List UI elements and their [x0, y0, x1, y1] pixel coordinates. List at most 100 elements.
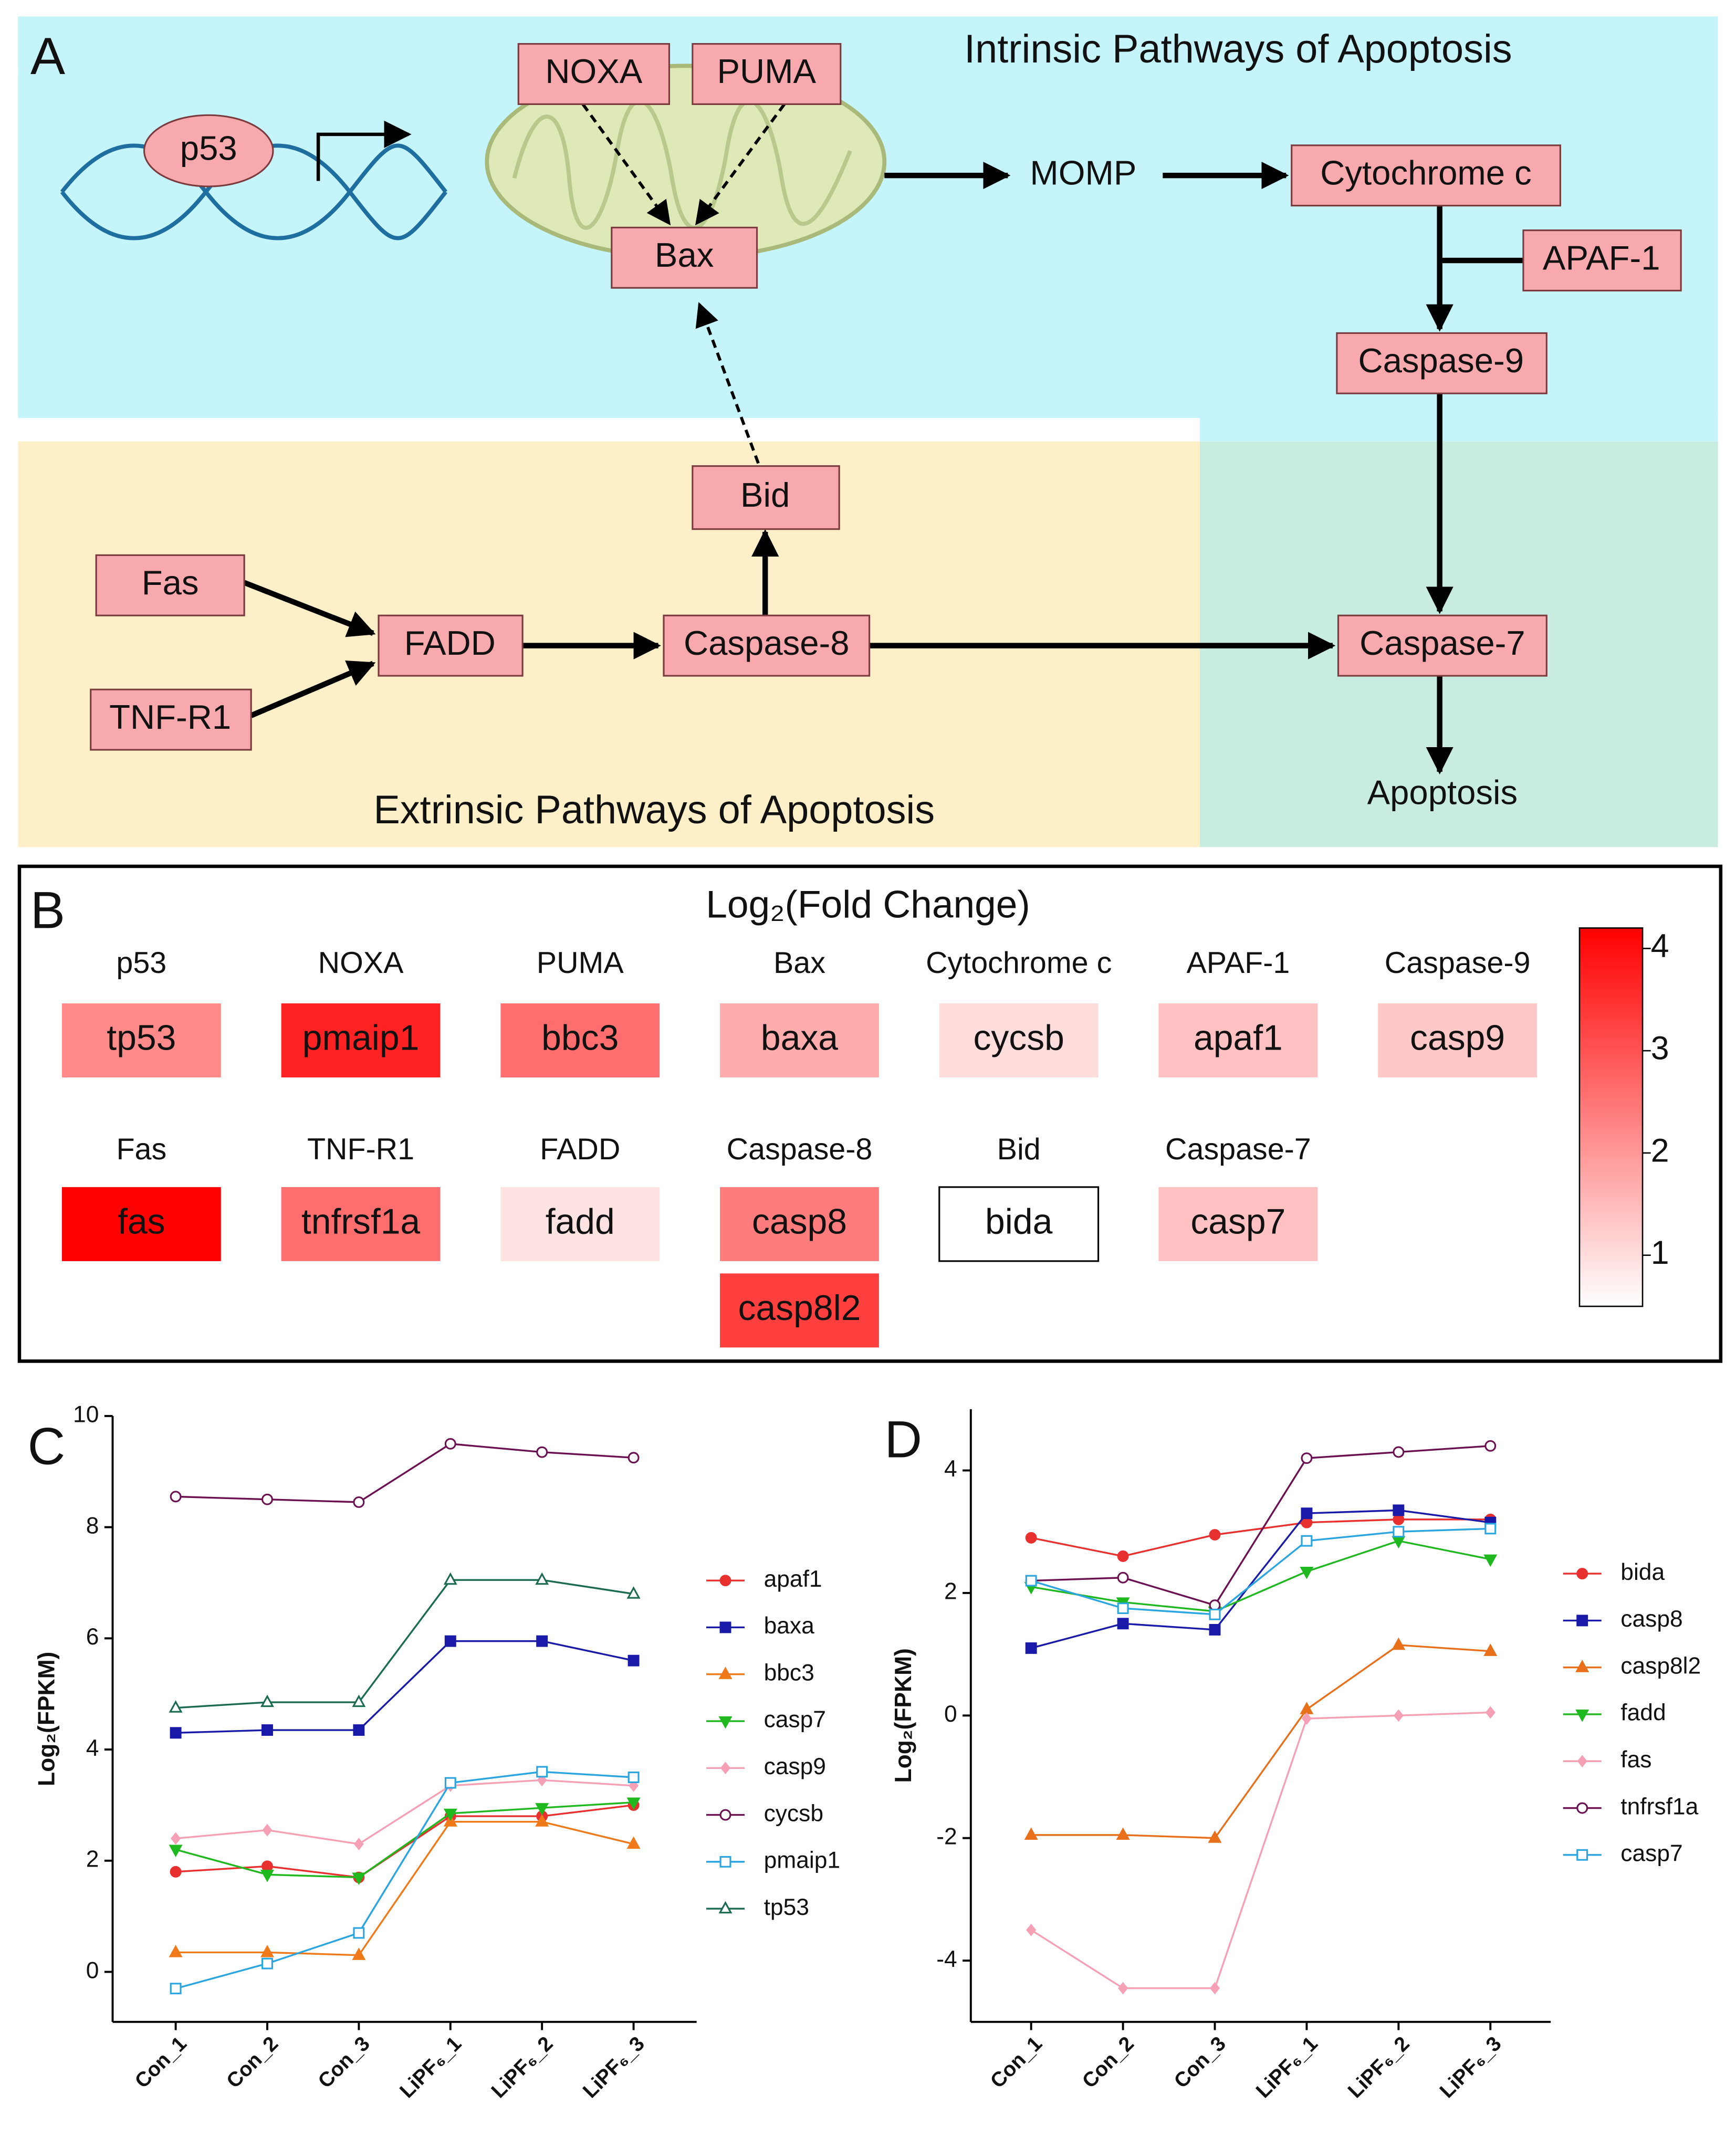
legend-label: tp53	[764, 1894, 809, 1920]
panel-frame	[17, 864, 1723, 1363]
gene-cell	[281, 1003, 441, 1078]
point	[536, 1766, 548, 1778]
gene-label: fas	[118, 1202, 165, 1241]
panel-a: A Intrinsic Pathways of Apoptosis Extrin…	[18, 16, 1718, 847]
node	[90, 688, 252, 751]
series-line	[1031, 1539, 1491, 1612]
point	[1117, 1571, 1129, 1584]
y-tick-label: 2	[944, 1579, 957, 1605]
x-tick-label: Con_2	[222, 2032, 283, 2093]
node-label: Bid	[740, 476, 790, 514]
protein-label: Caspase-8	[727, 1133, 873, 1166]
point	[719, 1856, 731, 1868]
legend-label: casp9	[764, 1754, 826, 1779]
node-label: Caspase-8	[684, 624, 850, 662]
gene-cell	[281, 1187, 441, 1261]
point	[262, 1957, 273, 1969]
gene-label: fadd	[546, 1202, 615, 1241]
panel-b: B Log₂(Fold Change)	[17, 864, 1723, 1363]
point	[260, 1870, 274, 1882]
point	[1300, 1566, 1314, 1579]
point	[1483, 1643, 1498, 1656]
x-tick-label: LiPF₆_1	[1252, 2032, 1322, 2103]
y-axis-label: Log₂(FPKM)	[34, 1652, 60, 1786]
transcription-arrow	[316, 120, 412, 181]
dashed-arrow	[695, 103, 786, 226]
protein-label: Caspase-9	[1385, 946, 1531, 980]
point	[626, 1797, 641, 1810]
protein-label: APAF-1	[1187, 946, 1290, 980]
point	[626, 1586, 641, 1599]
node-label: FADD	[404, 624, 496, 662]
section-title: Extrinsic Pathways of Apoptosis	[373, 788, 935, 832]
series-line	[175, 1820, 634, 1956]
x-tick-label: Con_2	[1078, 2032, 1138, 2093]
y-axis-label: Log₂(FPKM)	[891, 1648, 916, 1783]
series-line	[1031, 1644, 1491, 1839]
point	[719, 1621, 731, 1633]
point	[1301, 1712, 1312, 1725]
y-tick-label: 6	[86, 1624, 99, 1650]
legend-label: casp8l2	[1620, 1653, 1701, 1679]
dashed-arrow	[695, 302, 760, 464]
point	[353, 1838, 364, 1850]
gene-cell	[61, 1003, 221, 1078]
momp-label: MOMP	[1030, 153, 1136, 192]
point	[353, 1724, 365, 1736]
arrow	[243, 580, 376, 637]
point	[443, 1808, 457, 1821]
point	[1300, 1702, 1314, 1714]
node	[1337, 614, 1547, 677]
point	[537, 1774, 547, 1787]
x-tick-label: LiPF₆_2	[487, 2032, 558, 2103]
point	[628, 1772, 640, 1783]
panel-title: Log₂(Fold Change)	[706, 884, 1030, 926]
point	[1116, 1827, 1130, 1840]
y-tick-label: 0	[944, 1701, 957, 1727]
panel-label: C	[28, 1417, 66, 1475]
point	[1393, 1446, 1405, 1458]
gene-cell	[500, 1187, 660, 1261]
point	[262, 1493, 273, 1505]
point	[262, 1824, 273, 1837]
gene-cell	[1378, 1003, 1538, 1078]
protein-label: p53	[116, 946, 166, 980]
point	[1025, 1575, 1037, 1587]
legend-label: cycsb	[764, 1800, 823, 1826]
x-tick-label: Con_1	[986, 2032, 1047, 2093]
point	[1576, 1849, 1588, 1861]
gene-label: cycsb	[973, 1018, 1064, 1057]
point	[443, 1572, 457, 1585]
node-label: APAF-1	[1543, 238, 1660, 277]
point	[1026, 1923, 1037, 1936]
node	[1291, 144, 1561, 207]
point	[444, 1635, 456, 1647]
colorbar-tick-label: 3	[1651, 1030, 1669, 1067]
colorbar-tick-label: 1	[1651, 1234, 1669, 1271]
protein-label: Bax	[773, 946, 825, 980]
series-line	[1030, 1711, 1491, 1989]
node-label: PUMA	[717, 52, 817, 90]
series-line	[1031, 1445, 1491, 1607]
point	[1301, 1452, 1313, 1464]
series-line	[1031, 1509, 1491, 1649]
point	[353, 1927, 365, 1939]
node	[378, 614, 524, 677]
point	[1393, 1709, 1404, 1722]
y-tick-label: 2	[86, 1847, 99, 1872]
gene-label: tp53	[107, 1018, 176, 1057]
gene-cell	[1158, 1187, 1318, 1261]
point	[536, 1446, 548, 1458]
section-title: Intrinsic Pathways of Apoptosis	[964, 27, 1512, 71]
legend-label: casp7	[764, 1707, 826, 1733]
legend-label: casp7	[1620, 1841, 1682, 1867]
gene-cell	[61, 1187, 221, 1261]
node	[95, 554, 245, 616]
point	[1484, 1440, 1497, 1452]
legend-label: fas	[1620, 1747, 1651, 1773]
series-line	[175, 1804, 634, 1879]
point	[719, 1575, 731, 1587]
point	[352, 1694, 366, 1707]
point	[629, 1779, 639, 1792]
point	[262, 1860, 273, 1872]
